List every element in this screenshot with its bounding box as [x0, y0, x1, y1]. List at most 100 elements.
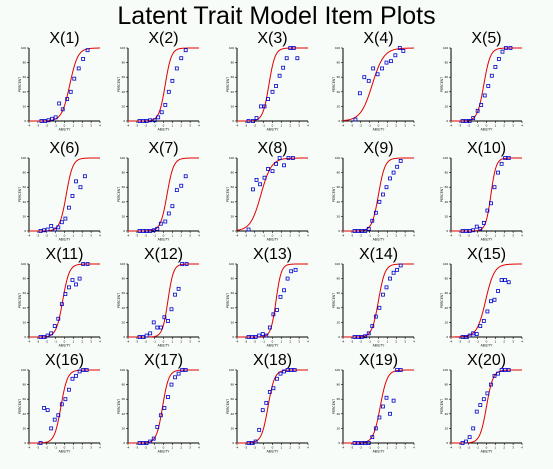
x-tick-label: -1 — [54, 446, 57, 450]
x-tick-label: 2 — [81, 446, 83, 450]
x-tick-label: 2 — [180, 446, 182, 450]
data-point — [281, 65, 286, 70]
y-tick-label: 0 — [338, 119, 340, 123]
x-tick-label: 1 — [495, 234, 497, 238]
data-point — [49, 331, 54, 336]
data-point — [56, 225, 61, 230]
y-tick-label: 0 — [338, 441, 340, 445]
x-tick-label: -2 — [144, 340, 147, 344]
data-point — [460, 119, 465, 123]
x-tick-label: -1 — [262, 234, 265, 238]
x-tick-label: 4 — [99, 340, 101, 344]
y-tick-label: 40 — [337, 200, 341, 204]
data-point — [278, 371, 283, 376]
data-point — [464, 439, 468, 444]
x-tick-label: 1 — [73, 124, 75, 128]
x-tick-label: -4 — [450, 124, 453, 128]
x-tick-label: -1 — [476, 340, 479, 344]
data-point — [163, 219, 168, 224]
x-tick-label: -2 — [253, 124, 256, 128]
x-tick-label: -2 — [359, 446, 362, 450]
x-tick-label: 4 — [198, 234, 200, 238]
data-point — [144, 441, 149, 445]
x-tick-label: 1 — [172, 446, 174, 450]
x-tick-label: -1 — [153, 446, 156, 450]
data-point — [77, 276, 82, 281]
x-tick-label: -4 — [342, 446, 345, 450]
y-axis-label: PERCENT — [226, 399, 230, 414]
data-point — [395, 368, 400, 372]
y-tick-label: 60 — [337, 291, 341, 295]
y-tick-label: 0 — [232, 229, 234, 233]
y-tick-label: 40 — [231, 200, 235, 204]
y-tick-label: 60 — [337, 185, 341, 189]
y-tick-label: 100 — [21, 262, 26, 266]
data-point — [278, 294, 283, 299]
x-tick-label: 2 — [503, 446, 505, 450]
data-point — [264, 333, 269, 338]
y-axis-label: PERCENT — [332, 187, 336, 202]
x-tick-label: -3 — [136, 124, 139, 128]
item-plot-4: X(4) 0 20 40 60 80 100 -4 -3 -2 -1 0 1 2 3 4 ABILITY PERC… — [332, 30, 415, 132]
y-tick-label: 40 — [231, 412, 235, 416]
x-tick-label: -4 — [127, 446, 130, 450]
data-point — [53, 115, 58, 120]
data-point — [184, 262, 189, 266]
y-axis-label: PERCENT — [440, 293, 444, 308]
data-point — [381, 192, 385, 197]
x-tick-label: 3 — [512, 124, 514, 128]
y-tick-label: 100 — [120, 368, 125, 372]
x-tick-label: -4 — [342, 340, 345, 344]
data-point — [174, 66, 179, 71]
y-tick-label: 100 — [229, 368, 234, 372]
data-point — [49, 223, 54, 228]
x-tick-label: -1 — [153, 340, 156, 344]
data-point — [485, 309, 490, 314]
data-point — [67, 285, 71, 290]
x-tick-label: -1 — [54, 340, 57, 344]
x-tick-label: 1 — [495, 124, 497, 128]
data-point — [253, 439, 258, 444]
data-point — [174, 188, 179, 193]
data-point — [42, 335, 46, 339]
x-tick-label: 1 — [73, 234, 75, 238]
data-point — [258, 182, 262, 187]
data-point — [179, 183, 184, 188]
data-point — [377, 305, 382, 310]
x-tick-label: 3 — [189, 124, 191, 128]
data-point — [148, 439, 153, 444]
x-tick-label: 0 — [163, 124, 165, 128]
x-tick-label: 3 — [90, 446, 92, 450]
x-tick-label: 3 — [298, 124, 300, 128]
data-point — [60, 107, 65, 112]
data-point — [59, 220, 64, 225]
y-tick-label: 60 — [445, 397, 449, 401]
data-point — [262, 175, 267, 180]
x-tick-label: 4 — [521, 124, 523, 128]
x-tick-label: 2 — [180, 234, 182, 238]
data-point — [56, 316, 61, 321]
x-axis-label: ABILITY — [158, 238, 171, 242]
trait-curve — [237, 263, 308, 338]
x-tick-label: -3 — [459, 446, 462, 450]
y-tick-label: 20 — [231, 104, 235, 108]
data-point — [291, 46, 296, 50]
plot-title: X(13) — [253, 246, 292, 263]
trait-curve — [343, 369, 415, 444]
x-tick-label: 2 — [289, 446, 291, 450]
item-plot-19: X(19) 0 20 40 60 80 100 -4 -3 -2 -1 0 1 2 3 4 ABILITY PER… — [332, 352, 415, 454]
y-tick-label: 100 — [21, 156, 26, 160]
y-tick-label: 80 — [122, 61, 126, 65]
x-tick-label: -2 — [144, 234, 147, 238]
x-tick-label: 4 — [198, 124, 200, 128]
x-tick-label: -1 — [476, 234, 479, 238]
data-point — [471, 426, 476, 431]
data-point — [388, 411, 392, 416]
y-tick-label: 100 — [443, 368, 448, 372]
data-point — [373, 210, 378, 215]
y-tick-label: 100 — [120, 156, 125, 160]
item-plot-7: X(7) 0 20 40 60 80 100 -4 -3 -2 -1 0 1 2 3 4 ABILITY PERC… — [117, 140, 200, 242]
data-point — [271, 386, 276, 391]
data-point — [503, 368, 508, 372]
x-tick-label: 1 — [387, 340, 389, 344]
